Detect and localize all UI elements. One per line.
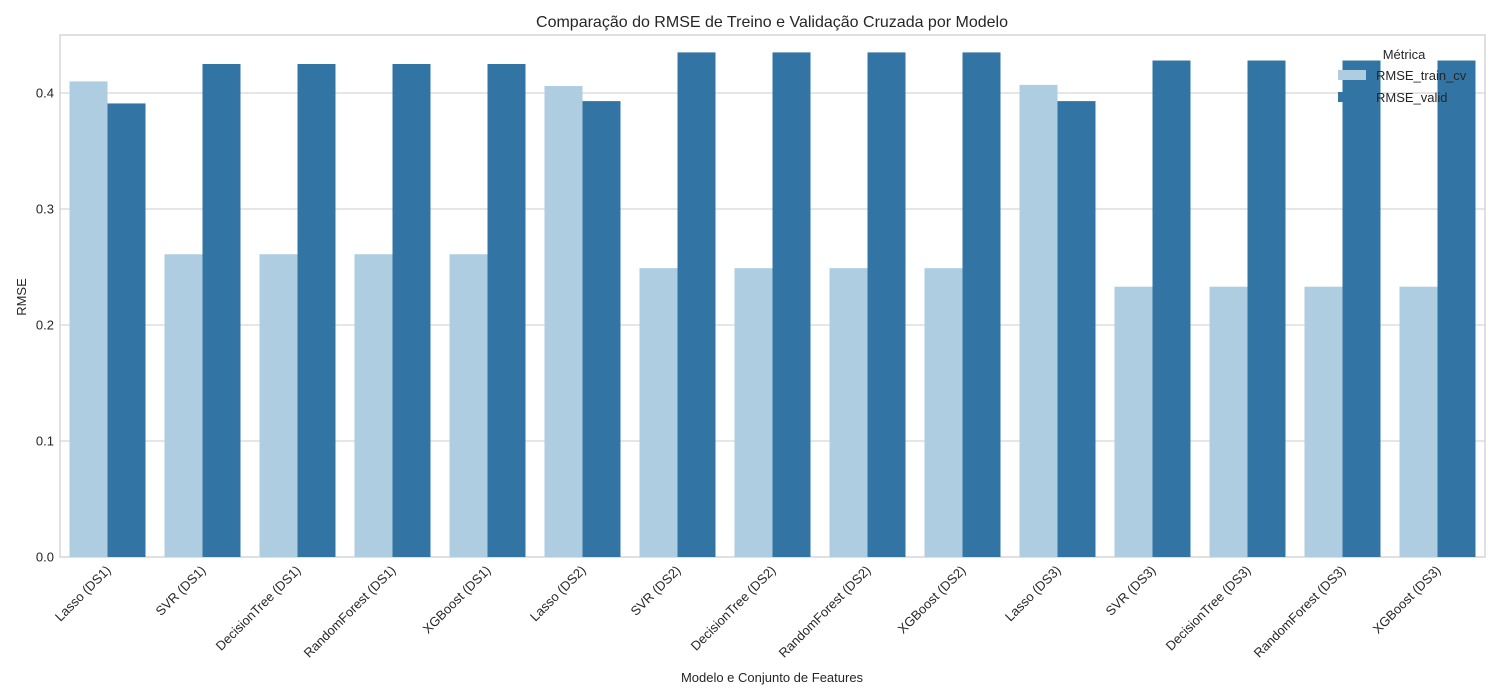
bar-rmse-train-cv xyxy=(449,254,488,558)
x-tick-label: RandomForest (DS2) xyxy=(776,563,874,661)
bar-rmse-valid xyxy=(1342,60,1381,558)
bar-rmse-valid xyxy=(1247,60,1286,558)
bar-rmse-train-cv xyxy=(639,268,678,557)
legend-swatch-valid xyxy=(1338,92,1366,102)
bar-rmse-train-cv xyxy=(1114,286,1153,557)
x-tick-label: Lasso (DS2) xyxy=(527,563,589,625)
x-tick-label: DecisionTree (DS2) xyxy=(688,563,779,654)
x-tick-label: DecisionTree (DS3) xyxy=(1163,563,1254,654)
x-tick-label: XGBoost (DS1) xyxy=(420,563,494,637)
y-tick-label: 0.3 xyxy=(36,202,54,217)
bar-rmse-train-cv xyxy=(1304,286,1343,557)
y-tick-label: 0.2 xyxy=(36,318,54,333)
x-axis-label: Modelo e Conjunto de Features xyxy=(681,670,864,685)
bar-rmse-valid xyxy=(487,64,526,557)
bar-rmse-train-cv xyxy=(354,254,393,558)
bar-rmse-valid xyxy=(202,64,241,557)
bar-rmse-train-cv xyxy=(164,254,203,558)
legend-label-train: RMSE_train_cv xyxy=(1376,68,1467,83)
bar-rmse-train-cv xyxy=(1019,84,1058,557)
bar-rmse-valid xyxy=(297,64,336,557)
x-tick-label: XGBoost (DS3) xyxy=(1370,563,1444,637)
x-tick-label: SVR (DS3) xyxy=(1103,563,1159,619)
bar-rmse-train-cv xyxy=(924,268,963,557)
x-tick-label: Lasso (DS1) xyxy=(52,563,114,625)
bar-rmse-valid xyxy=(582,101,621,558)
bar-rmse-valid xyxy=(962,52,1001,558)
x-tick-label: RandomForest (DS1) xyxy=(301,563,399,661)
bars-group xyxy=(69,52,1476,558)
bar-rmse-train-cv xyxy=(734,268,773,557)
y-tick-labels: 0.0 0.1 0.2 0.3 0.4 xyxy=(36,86,54,565)
bar-rmse-valid xyxy=(392,64,431,557)
bar-rmse-valid xyxy=(1437,60,1476,558)
legend-swatch-train xyxy=(1338,70,1366,80)
bar-rmse-train-cv xyxy=(1399,286,1438,557)
bar-rmse-train-cv xyxy=(544,86,583,557)
bar-rmse-valid xyxy=(677,52,716,558)
x-tick-label: SVR (DS2) xyxy=(628,563,684,619)
x-tick-label: DecisionTree (DS1) xyxy=(213,563,304,654)
legend-title: Métrica xyxy=(1383,47,1426,62)
y-tick-label: 0.4 xyxy=(36,86,54,101)
bar-rmse-train-cv xyxy=(1209,286,1248,557)
x-tick-label: RandomForest (DS3) xyxy=(1251,563,1349,661)
bar-rmse-train-cv xyxy=(829,268,868,557)
legend-label-valid: RMSE_valid xyxy=(1376,90,1448,105)
y-tick-label: 0.0 xyxy=(36,550,54,565)
bar-rmse-valid xyxy=(772,52,811,558)
legend: Métrica RMSE_train_cv RMSE_valid xyxy=(1338,47,1467,105)
bar-rmse-valid xyxy=(1057,101,1096,558)
bar-rmse-train-cv xyxy=(259,254,298,558)
x-tick-label: SVR (DS1) xyxy=(153,563,209,619)
y-tick-label: 0.1 xyxy=(36,434,54,449)
bar-rmse-valid xyxy=(1152,60,1191,558)
x-tick-labels: Lasso (DS1) SVR (DS1) DecisionTree (DS1)Ra… xyxy=(52,563,1444,661)
x-tick-label: Lasso (DS3) xyxy=(1002,563,1064,625)
bar-rmse-valid xyxy=(107,103,146,557)
x-tick-label: XGBoost (DS2) xyxy=(895,563,969,637)
bar-rmse-valid xyxy=(867,52,906,558)
y-axis-label: RMSE xyxy=(14,278,29,316)
bar-rmse-train-cv xyxy=(69,81,108,558)
chart-title: Comparação do RMSE de Treino e Validação… xyxy=(536,14,1008,31)
